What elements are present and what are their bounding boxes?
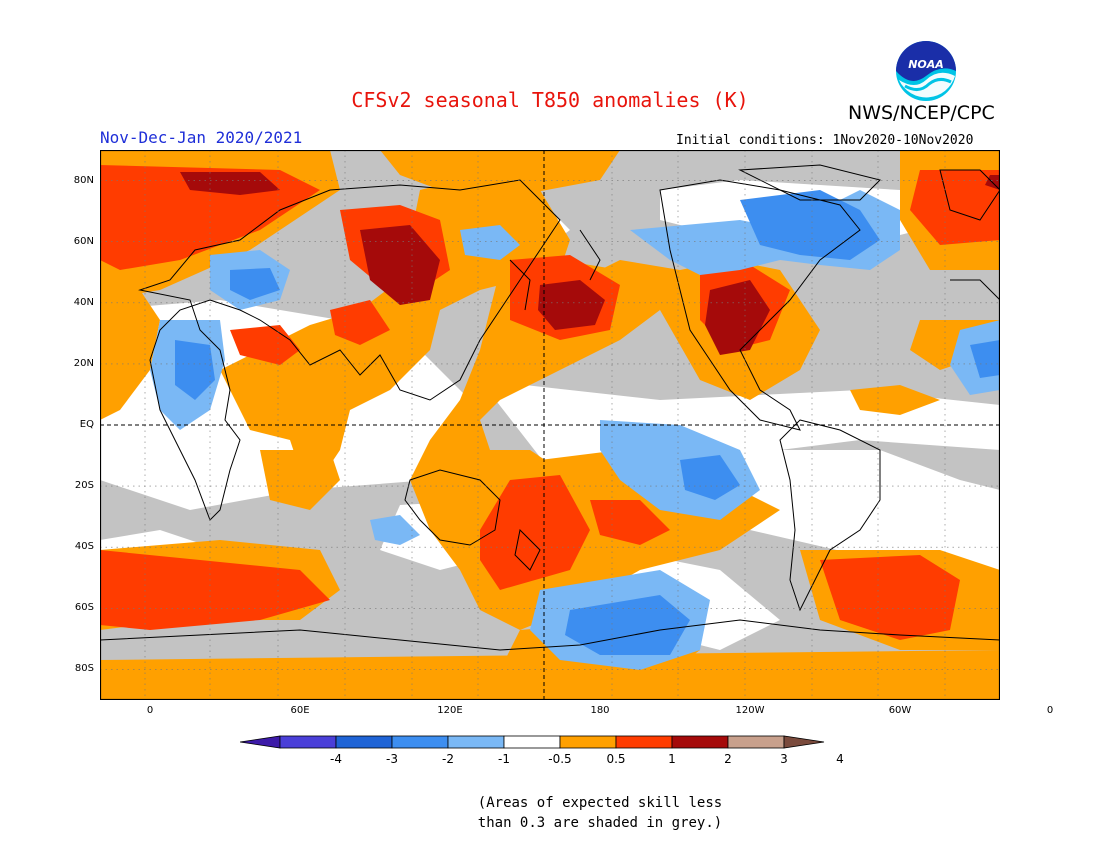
equator-dateline <box>100 150 1000 700</box>
chart-title: CFSv2 seasonal T850 anomalies (K) <box>351 88 749 112</box>
colorbar-tick-label: 4 <box>836 752 844 766</box>
longitude-label: 60E <box>290 705 310 716</box>
colorbar-bin <box>391 735 449 749</box>
initial-conditions-label: Initial conditions: 1Nov2020-10Nov2020 <box>676 133 974 148</box>
colorbar-bin <box>615 735 673 749</box>
colorbar-tick-label: -2 <box>442 752 454 766</box>
anomaly-map <box>100 150 1000 700</box>
latitude-label: 20N <box>73 357 94 369</box>
colorbar-tick-label: 0.5 <box>606 752 626 766</box>
colorbar-tick-label: -0.5 <box>548 752 572 766</box>
colorbar-tick-label: -1 <box>498 752 510 766</box>
latitude-label: 60N <box>73 235 94 247</box>
colorbar-bin <box>671 735 729 749</box>
noaa-logo: NOAA <box>896 41 956 101</box>
season-label: Nov-Dec-Jan 2020/2021 <box>100 128 303 147</box>
latitude-label: 20S <box>74 480 94 492</box>
latitude-label: 40S <box>74 541 94 553</box>
colorbar-tick-label: -3 <box>386 752 398 766</box>
latitude-label: 80S <box>74 663 94 675</box>
longitude-label: 0 <box>146 705 154 716</box>
latitude-label: 80N <box>73 174 94 186</box>
skill-note-line1: (Areas of expected skill less <box>477 795 723 811</box>
colorbar-max-arrow <box>783 735 825 749</box>
colorbar-bin <box>335 735 393 749</box>
svg-text:NOAA: NOAA <box>908 58 944 71</box>
longitude-label: 180 <box>590 705 610 716</box>
skill-note-line2: than 0.3 are shaded in grey.) <box>477 815 723 831</box>
longitude-label: 0 <box>1046 705 1054 716</box>
map-frame <box>100 150 1000 700</box>
colorbar-bin <box>503 735 561 749</box>
colorbar <box>240 735 825 749</box>
longitude-label: 60W <box>888 705 912 716</box>
latitude-label: 60S <box>74 602 94 614</box>
colorbar-tick-label: 3 <box>780 752 788 766</box>
organization-label: NWS/NCEP/CPC <box>848 102 995 124</box>
colorbar-bin <box>447 735 505 749</box>
coastlines <box>100 164 1000 651</box>
skill-note: (Areas of expected skill less than 0.3 a… <box>470 793 730 833</box>
longitude-label: 120E <box>437 705 463 716</box>
colorbar-bin <box>279 735 337 749</box>
colorbar-min-arrow <box>240 735 281 749</box>
longitude-label: 120W <box>735 705 765 716</box>
colorbar-tick-label: 1 <box>668 752 676 766</box>
colorbar-tick-label: -4 <box>330 752 342 766</box>
latitude-label: EQ <box>79 419 94 430</box>
colorbar-tick-label: 2 <box>724 752 732 766</box>
cold-anomaly-1-2 <box>175 190 1000 655</box>
colorbar-bin <box>727 735 785 749</box>
colorbar-bin <box>559 735 617 749</box>
latitude-label: 40N <box>73 296 94 308</box>
